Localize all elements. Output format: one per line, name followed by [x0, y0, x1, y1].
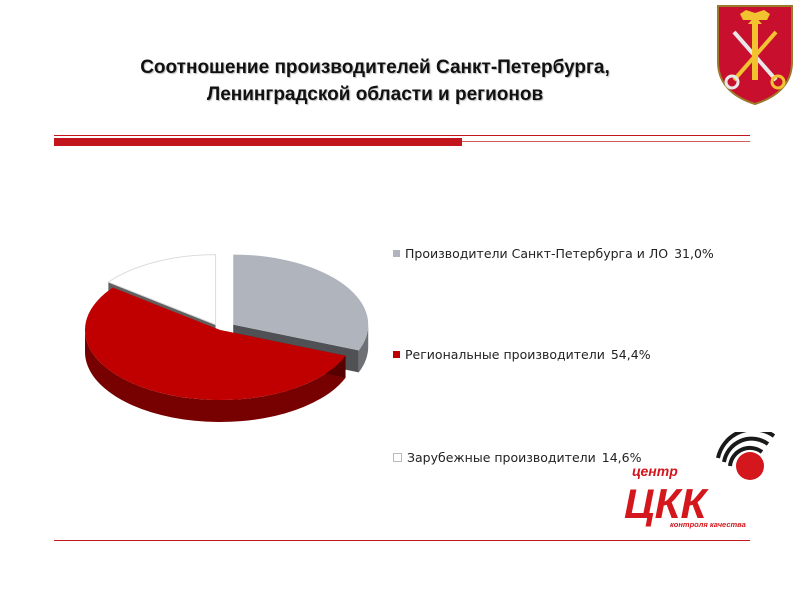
ckk-logo-main-text: ЦКК: [624, 480, 709, 527]
slide-title: Соотношение производителей Санкт-Петербу…: [60, 54, 690, 108]
slide-title-line-1: Соотношение производителей Санкт-Петербу…: [140, 57, 610, 78]
pie-slice-side-regional: [85, 330, 346, 422]
top-accent-line: [462, 141, 750, 142]
ckk-logo-dot-icon: [736, 452, 764, 480]
legend-swatch-spb-lo: [393, 250, 400, 257]
top-rule: [54, 135, 750, 136]
legend-value-regional: 54,4%: [610, 347, 651, 362]
legend-swatch-foreign: [393, 453, 402, 462]
ckk-logo-top-text: центр: [632, 463, 678, 479]
pie-slice-foreign: [107, 254, 217, 326]
legend-item-regional: Региональные производители 54,4%: [393, 347, 651, 362]
legend-item-foreign: Зарубежные производители 14,6%: [393, 450, 641, 465]
legend-label-regional: Региональные производители: [405, 347, 605, 362]
legend-swatch-regional: [393, 351, 400, 358]
pie-slice-regional: [85, 287, 346, 400]
top-accent-bar: [54, 138, 462, 146]
legend-value-spb-lo: 31,0%: [674, 246, 714, 261]
ckk-logo-bottom-text: контроля качества: [670, 520, 746, 529]
pie-slice-spb-lo: [233, 254, 369, 351]
saint-petersburg-coat-of-arms-icon: [717, 5, 793, 106]
legend-value-foreign: 14,6%: [601, 450, 642, 465]
legend-label-foreign: Зарубежные производители: [407, 450, 596, 465]
legend-label-spb-lo: Производители Санкт-Петербурга и ЛО: [405, 246, 669, 261]
ckk-logo: центр ЦКК контроля качества: [624, 432, 776, 529]
slide-title-line-2: Ленинградской области и регионов: [206, 84, 544, 105]
legend-item-spb-lo: Производители Санкт-Петербурга и ЛО 31,0…: [393, 246, 714, 261]
chart-legend: Производители Санкт-Петербурга и ЛО 31,0…: [393, 246, 773, 476]
pie-chart: [85, 254, 369, 422]
pie-slice-side-spb-lo: [358, 324, 369, 373]
bottom-rule: [54, 540, 750, 541]
